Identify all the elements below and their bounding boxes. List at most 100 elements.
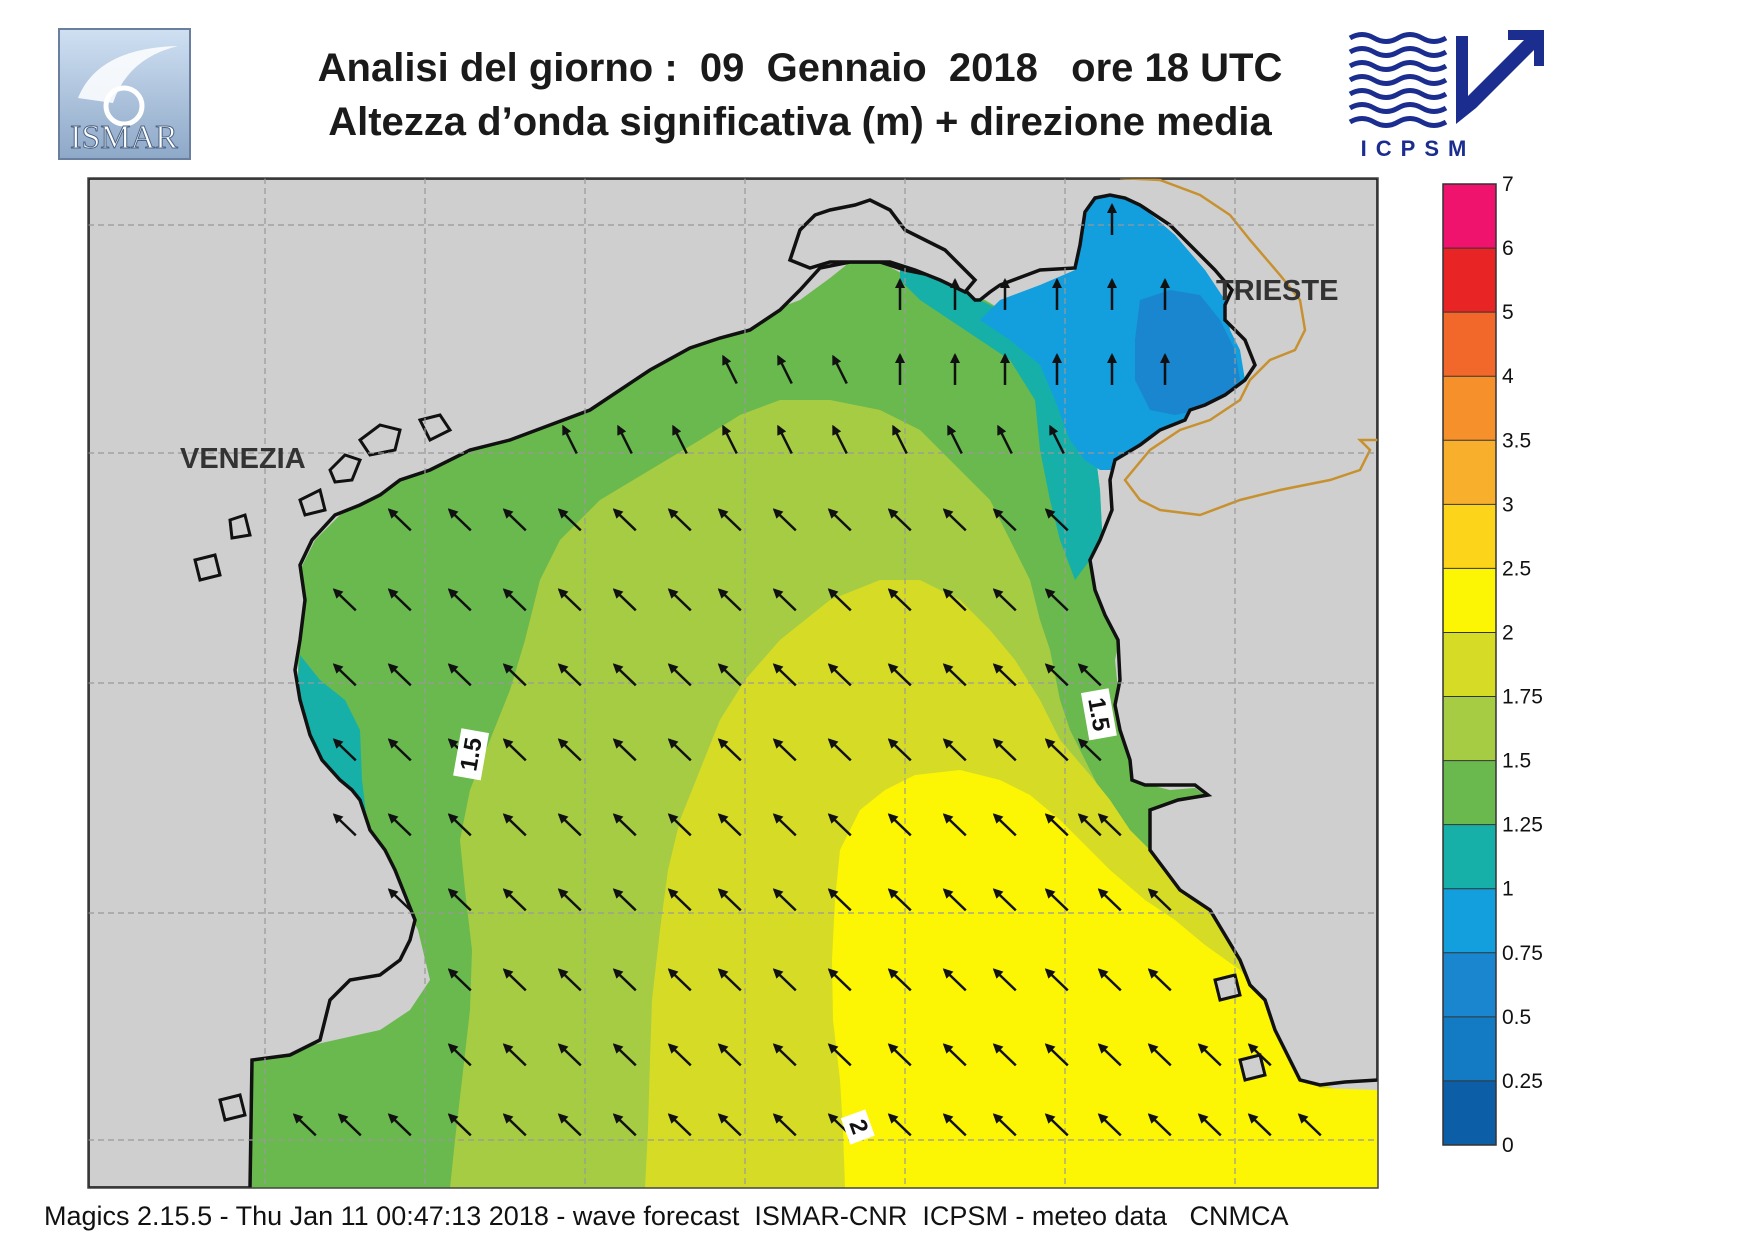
wave-arrow xyxy=(667,1113,692,1137)
wave-arrow xyxy=(667,508,692,532)
wave-arrow xyxy=(887,738,912,762)
wave-arrow xyxy=(612,968,637,992)
wave-arrow xyxy=(777,354,793,385)
wave-arrow xyxy=(1097,888,1122,912)
colour-bar: 7 6 5 4 3.5 3 2.5 2 1.75 1.5 1.25 1 0.75 0.5 0.25 0 xyxy=(1442,173,1543,1157)
wave-arrow xyxy=(332,738,357,762)
wave-arrow xyxy=(1077,813,1102,837)
wave-arrow xyxy=(722,354,738,385)
svg-text:1.5: 1.5 xyxy=(1082,696,1114,734)
wave-arrow xyxy=(502,663,527,687)
wave-arrow xyxy=(827,663,852,687)
wave-arrow xyxy=(997,424,1013,455)
title-line-1: Analisi del giorno : 09 Gennaio 2018 ore… xyxy=(317,46,1283,90)
contour-label-east: 1.5 xyxy=(1080,688,1117,741)
wave-arrow xyxy=(1049,424,1065,455)
wave-arrow xyxy=(557,968,582,992)
contour-label-west: 1.5 xyxy=(453,728,490,781)
wave-arrow xyxy=(827,968,852,992)
wave-arrow xyxy=(502,813,527,837)
wave-arrow xyxy=(502,1113,527,1137)
colour-bar-segment xyxy=(1443,440,1496,505)
colour-bar-segment xyxy=(1443,312,1496,377)
wave-arrow xyxy=(502,738,527,762)
wave-arrow xyxy=(557,1113,582,1137)
wave-arrow xyxy=(667,968,692,992)
wave-arrow xyxy=(387,1113,412,1137)
wave-arrow xyxy=(992,588,1017,612)
wave-arrow xyxy=(667,663,692,687)
wave-arrow xyxy=(612,663,637,687)
wave-arrow xyxy=(887,968,912,992)
wave-arrow xyxy=(667,1043,692,1067)
wave-arrow xyxy=(942,663,967,687)
wave-arrow xyxy=(612,738,637,762)
colour-bar-label: 5 xyxy=(1502,301,1514,324)
wave-arrow xyxy=(292,1113,317,1137)
colour-bar-label: 1.5 xyxy=(1502,750,1531,773)
wave-arrow xyxy=(557,1043,582,1067)
wave-arrow xyxy=(992,813,1017,837)
colour-bar-segment xyxy=(1443,632,1496,698)
wave-arrow xyxy=(447,588,472,612)
wave-arrow xyxy=(717,738,742,762)
wave-arrow xyxy=(827,738,852,762)
wave-arrow xyxy=(1097,1113,1122,1137)
wave-arrow xyxy=(502,1043,527,1067)
colour-bar-segment xyxy=(1443,568,1496,633)
wave-arrow xyxy=(387,508,412,532)
wave-arrow xyxy=(502,588,527,612)
wave-arrow xyxy=(887,888,912,912)
wave-arrow xyxy=(557,508,582,532)
wave-arrow xyxy=(387,663,412,687)
colour-bar-label: 7 xyxy=(1502,173,1514,196)
wave-arrow xyxy=(1247,1113,1272,1137)
colour-bar-segment xyxy=(1443,888,1496,954)
wave-arrow xyxy=(827,813,852,837)
colour-bar-segment xyxy=(1443,952,1496,1018)
wave-arrow xyxy=(502,508,527,532)
city-label-venezia: VENEZIA xyxy=(180,443,306,475)
colour-bar-label: 2.5 xyxy=(1502,557,1531,580)
wave-arrow xyxy=(612,1043,637,1067)
wave-arrow xyxy=(992,888,1017,912)
wave-arrow xyxy=(447,663,472,687)
wave-arrow xyxy=(557,813,582,837)
wave-arrow xyxy=(447,968,472,992)
wave-arrow xyxy=(777,424,793,455)
wave-arrow xyxy=(772,663,797,687)
colour-bar-label: 3 xyxy=(1502,493,1514,516)
wave-arrow xyxy=(717,588,742,612)
wave-arrow xyxy=(992,1043,1017,1067)
colour-bar-segment xyxy=(1443,1080,1496,1146)
wave-arrow xyxy=(1197,1113,1222,1137)
wave-arrow xyxy=(942,968,967,992)
country-border xyxy=(1119,178,1378,517)
colour-bar-segment xyxy=(1443,504,1496,569)
wave-arrow xyxy=(887,1043,912,1067)
wave-arrow xyxy=(447,813,472,837)
wave-arrow xyxy=(942,508,967,532)
footer-credits: Magics 2.15.5 - Thu Jan 11 00:47:13 2018… xyxy=(44,1201,1289,1231)
wave-arrow xyxy=(942,888,967,912)
wave-arrow xyxy=(992,508,1017,532)
colour-bar-label: 6 xyxy=(1502,237,1514,260)
ismar-logo-text: ISMAR xyxy=(70,119,178,156)
wave-arrow xyxy=(1147,888,1172,912)
colour-bar-label: 3.5 xyxy=(1502,429,1531,452)
wave-direction-arrows xyxy=(292,203,1322,1137)
wave-arrow xyxy=(1077,663,1102,687)
sea-band-1 xyxy=(900,262,1102,580)
wave-arrow xyxy=(387,738,412,762)
wave-arrow xyxy=(667,738,692,762)
wave-arrow xyxy=(1097,968,1122,992)
land-venice-lagoon xyxy=(88,178,1378,1188)
wave-arrow xyxy=(612,813,637,837)
wave-arrow xyxy=(1147,1043,1172,1067)
wave-arrow xyxy=(887,813,912,837)
colour-bar-label: 1 xyxy=(1502,878,1514,901)
wave-arrow xyxy=(1147,1113,1172,1137)
colour-bar-label: 1.25 xyxy=(1502,814,1543,837)
wave-arrow xyxy=(887,588,912,612)
wave-arrow xyxy=(1097,813,1122,837)
